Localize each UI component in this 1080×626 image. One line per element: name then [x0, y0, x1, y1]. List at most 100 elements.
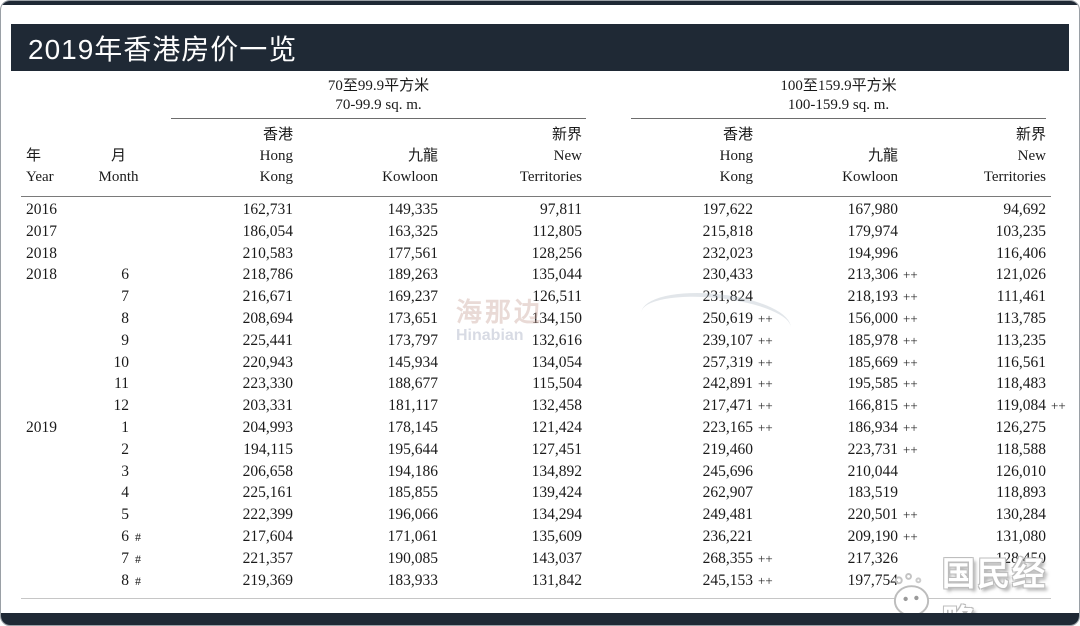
month-flag: #	[135, 551, 141, 566]
price-cell: 217,326	[775, 548, 920, 571]
price-value: 145,934	[387, 353, 438, 371]
row-spacer	[604, 482, 626, 504]
month-cell: 7 #	[86, 548, 151, 571]
price-cell: 97,811	[460, 199, 604, 221]
price-cell: 135,044	[460, 264, 604, 286]
price-cell: 186,054	[151, 221, 315, 243]
price-value: 223,330	[242, 375, 293, 393]
price-value: 220,943	[242, 353, 293, 371]
group-header-en: 70-99.9 sq. m.	[335, 97, 422, 113]
price-value: 218,786	[242, 266, 293, 284]
price-cell: 118,483	[920, 373, 1068, 395]
price-cell: 132,458	[460, 395, 604, 417]
price-value: 135,609	[531, 527, 582, 545]
month-value: 6	[121, 266, 129, 284]
price-cell: 218,193 ++	[775, 286, 920, 308]
month-value: 4	[121, 484, 129, 502]
price-cell: 103,235	[920, 221, 1068, 243]
price-cell: 145,934	[315, 352, 460, 374]
price-flag: ++	[903, 441, 918, 457]
month-value: 1	[121, 418, 129, 436]
price-cell: 225,441	[151, 330, 315, 352]
price-cell: 245,696	[626, 461, 775, 483]
price-cell: 242,891 ++	[626, 373, 775, 395]
price-cell: 173,651	[315, 308, 460, 330]
price-value: 134,892	[531, 462, 582, 480]
row-spacer	[604, 417, 626, 439]
price-value: 115,504	[532, 375, 582, 393]
price-cell: 115,504	[460, 373, 604, 395]
col-header-kowloon-1: 九龍 Kowloon	[382, 148, 438, 185]
price-cell: 116,406	[920, 243, 1068, 265]
col-header-year: 年 Year	[26, 148, 54, 185]
price-value: 163,325	[387, 222, 438, 240]
price-value: 112,805	[532, 222, 582, 240]
row-spacer	[604, 286, 626, 308]
price-value: 223,165	[702, 418, 753, 436]
price-value: 189,263	[387, 266, 438, 284]
price-value: 128,450	[995, 549, 1046, 567]
year-cell	[26, 482, 86, 504]
price-value: 217,604	[242, 527, 293, 545]
price-value: 185,978	[847, 331, 898, 349]
price-cell: 167,980	[775, 199, 920, 221]
header-divider	[21, 196, 1051, 197]
price-flag: ++	[758, 376, 773, 392]
year-cell: 2016	[26, 201, 57, 218]
month-cell: 8 #	[86, 570, 151, 593]
price-cell: 149,335	[315, 199, 460, 221]
price-value: 204,993	[242, 418, 293, 436]
price-value: 118,893	[996, 484, 1046, 502]
col-header-newterritories-2: 新界 New Territories	[983, 127, 1046, 185]
price-value: 162,731	[242, 201, 293, 218]
price-cell: 203,331	[151, 395, 315, 417]
price-flag: ++	[903, 289, 918, 305]
price-value: 239,107	[702, 331, 753, 349]
price-value: 185,855	[387, 484, 438, 502]
price-cell: 195,585 ++	[775, 373, 920, 395]
page-title: 2019年香港房价一览	[28, 33, 298, 65]
price-cell: 134,150	[460, 308, 604, 330]
price-cell: 222,399	[151, 504, 315, 526]
price-value: 223,731	[847, 440, 898, 458]
row-spacer	[604, 308, 626, 330]
price-value: 195,644	[387, 440, 438, 458]
price-cell: 173,797	[315, 330, 460, 352]
price-value: 242,891	[702, 375, 753, 393]
price-cell: 189,263	[315, 264, 460, 286]
price-value: 126,511	[532, 288, 582, 306]
price-cell: 116,561	[920, 352, 1068, 374]
price-value: 121,424	[531, 418, 582, 436]
price-value: 219,369	[242, 571, 293, 589]
month-cell: 6 #	[86, 526, 151, 549]
price-flag: ++	[758, 332, 773, 348]
price-cell: 268,355 ++	[626, 548, 775, 571]
month-value: 12	[113, 397, 130, 415]
top-strip	[1, 1, 1079, 5]
price-value: 171,061	[387, 527, 438, 545]
row-spacer	[604, 243, 626, 265]
price-flag: ++	[903, 419, 918, 435]
price-value: 194,115	[243, 440, 293, 458]
price-value: 167,980	[847, 201, 898, 218]
price-cell: 223,165 ++	[626, 417, 775, 439]
price-value: 118,483	[996, 375, 1046, 393]
price-cell: 112,805	[460, 221, 604, 243]
price-value: 186,934	[847, 418, 898, 436]
price-value: 185,669	[847, 353, 898, 371]
table-bottom-divider	[21, 598, 1051, 599]
month-cell	[86, 199, 151, 221]
table-row: 2017 186,054 163,325 112,805 215,818 179…	[26, 221, 1068, 243]
price-cell: 171,061	[315, 526, 460, 549]
price-value: 231,824	[702, 288, 753, 306]
price-value: 134,150	[531, 309, 582, 327]
row-spacer	[604, 373, 626, 395]
price-value: 116,561	[996, 353, 1046, 371]
price-value: 236,221	[702, 527, 753, 545]
brand-name: 国民经略	[942, 555, 1048, 625]
price-cell: 210,044	[775, 461, 920, 483]
group-header-70-99: 70至99.9平方米 70-99.9 sq. m.	[171, 77, 586, 119]
price-cell: 194,996	[775, 243, 920, 265]
price-cell: 219,460	[626, 439, 775, 461]
year-cell: 2017	[26, 222, 57, 240]
